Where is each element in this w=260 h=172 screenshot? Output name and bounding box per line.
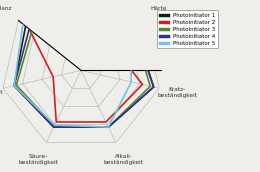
Legend: Photoinitiator 1, Photoinitiator 2, Photoinitiator 3, Photoinitiator 4, Photoini: Photoinitiator 1, Photoinitiator 2, Phot… xyxy=(157,10,218,48)
